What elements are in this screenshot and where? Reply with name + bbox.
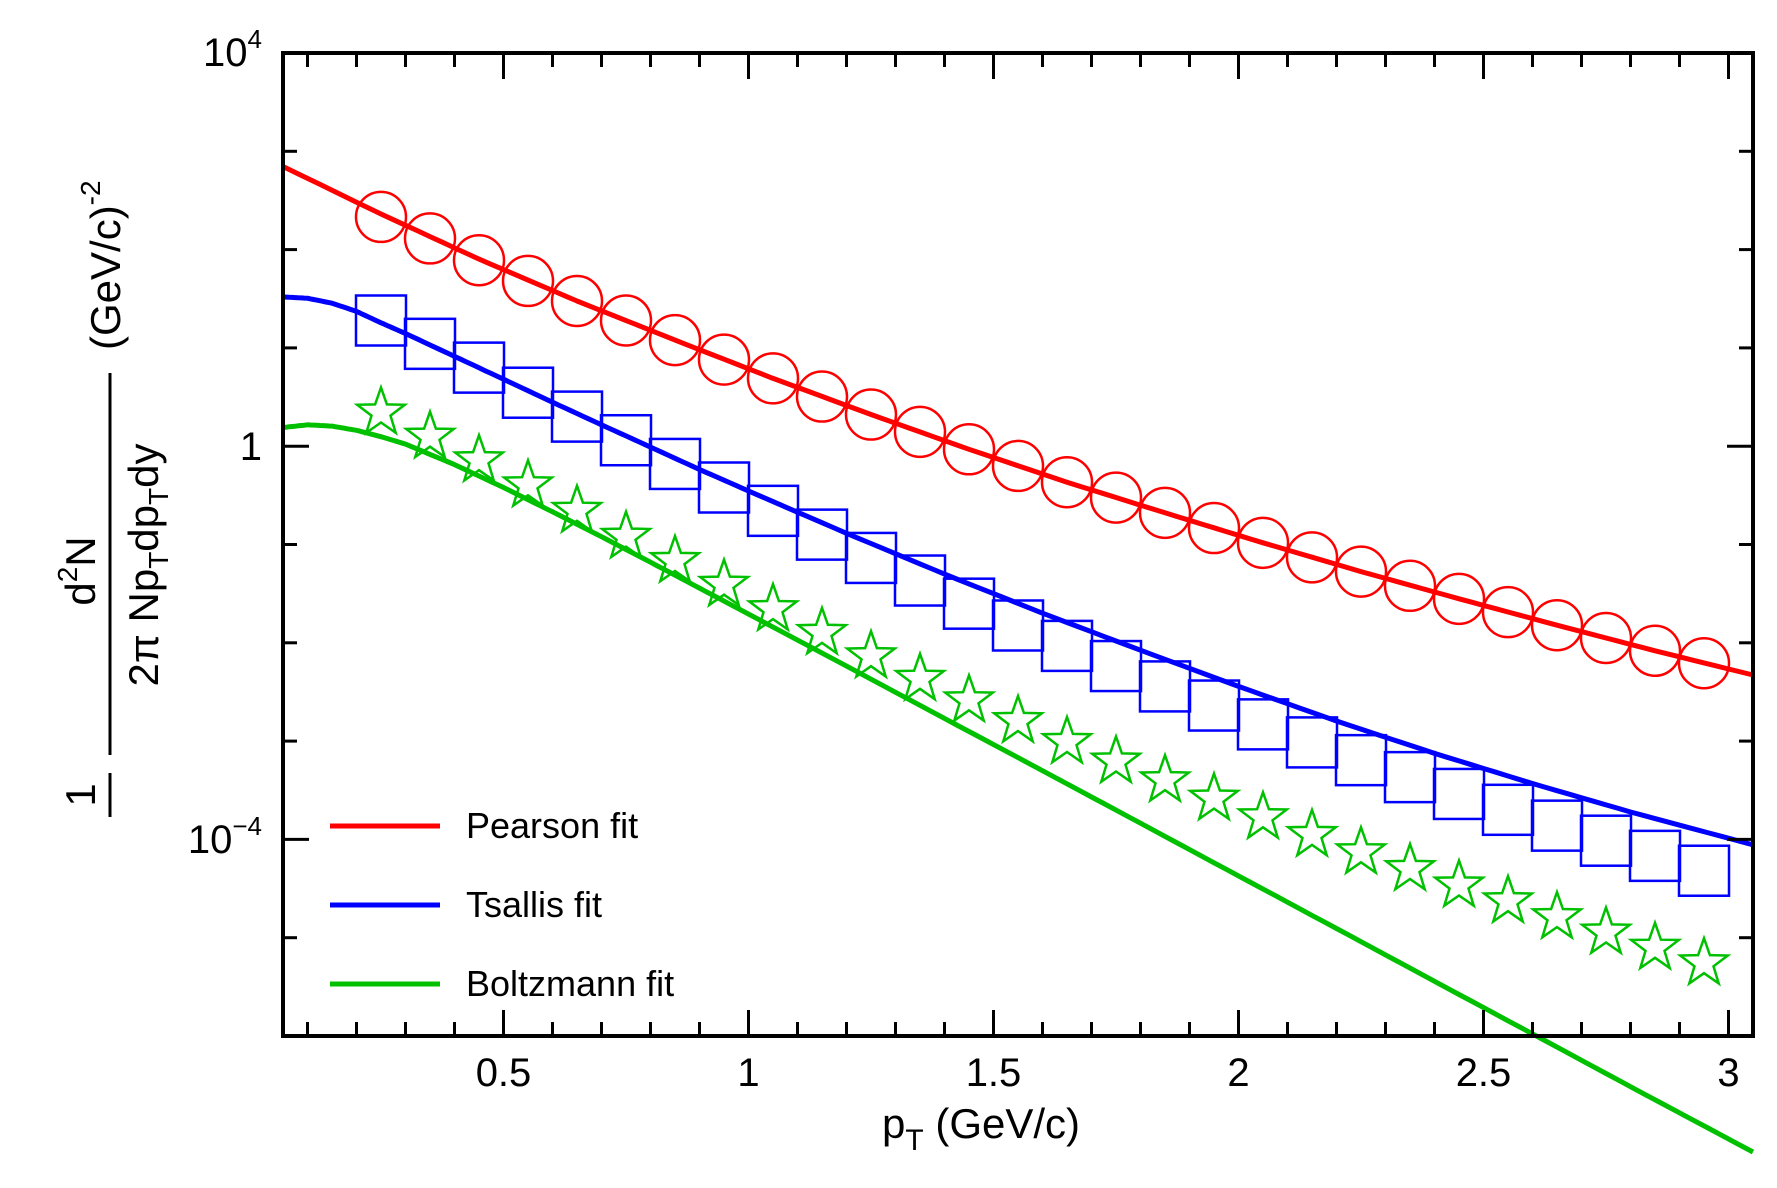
- data-point-circle: [991, 439, 1045, 493]
- data-point-circle: [599, 294, 653, 347]
- data-point-circle: [550, 274, 604, 328]
- data-point-star: [451, 431, 507, 484]
- data-point-star: [1431, 856, 1487, 909]
- data-point-circle: [1285, 531, 1339, 584]
- data-point-star: [794, 604, 850, 657]
- data-point-square: [1334, 733, 1388, 787]
- y-label-units: (GeV/c)-2: [75, 180, 129, 350]
- data-point-star: [696, 555, 752, 608]
- data-point-square: [1187, 679, 1241, 732]
- data-point-circle: [1138, 486, 1192, 540]
- data-point-star: [1529, 888, 1585, 941]
- data-point-square: [1579, 814, 1633, 867]
- x-tick-label: 1.5: [966, 1051, 1022, 1095]
- data-point-square: [599, 413, 653, 467]
- x-tick-labels: 0.5 1 1.5 2 2.5 3: [476, 1051, 1740, 1095]
- data-point-square: [1481, 783, 1535, 837]
- data-point-circle: [1236, 516, 1290, 570]
- data-point-square: [1138, 660, 1192, 713]
- data-point-star: [892, 650, 948, 703]
- data-point-star: [1676, 934, 1732, 987]
- x-tick-label: 2: [1227, 1051, 1249, 1095]
- legend: Pearson fit Tsallis fit Boltzmann fit: [330, 805, 674, 1004]
- data-point-circle: [1677, 636, 1731, 690]
- data-point-star: [598, 507, 654, 560]
- data-point-circle: [1089, 471, 1143, 524]
- data-point-circle: [1628, 624, 1682, 678]
- data-point-star: [549, 482, 605, 535]
- legend-label-pearson: Pearson fit: [466, 805, 638, 846]
- data-point-circle: [648, 313, 702, 367]
- legend-label-boltzmann: Boltzmann fit: [466, 963, 674, 1004]
- y-label-numerator: d2N: [52, 536, 104, 605]
- data-point-square: [844, 531, 898, 585]
- y-tick-label-middle: 1: [240, 425, 262, 469]
- data-point-circle: [452, 233, 506, 287]
- fit-curve-pearson-fit: [281, 164, 1754, 678]
- data-point-circle: [1530, 598, 1584, 652]
- legend-label-tsallis: Tsallis fit: [466, 884, 602, 925]
- data-point-star: [1186, 769, 1242, 822]
- data-point-square: [1383, 750, 1437, 804]
- data-point-circle: [795, 370, 849, 423]
- data-point-circle: [1432, 572, 1486, 626]
- data-point-circle: [697, 333, 751, 386]
- x-tick-label: 0.5: [476, 1051, 532, 1095]
- data-point-star: [353, 383, 409, 436]
- data-point-star: [402, 407, 458, 460]
- data-point-star: [745, 580, 801, 633]
- data-point-circle: [1579, 611, 1633, 665]
- data-point-star: [1333, 823, 1389, 876]
- data-point-circle: [354, 190, 408, 244]
- data-point-star: [1578, 903, 1634, 956]
- fit-curve-boltzmann-fit: [282, 422, 1755, 1155]
- x-tick-label: 3: [1717, 1051, 1739, 1095]
- data-point-circle: [1383, 559, 1437, 613]
- data-point-star: [647, 532, 703, 585]
- data-point-square: [1432, 767, 1486, 821]
- data-point-square: [1530, 799, 1584, 852]
- data-point-circle: [746, 352, 800, 405]
- x-tick-label: 1: [737, 1051, 759, 1095]
- y-label-one: 1: [57, 783, 104, 806]
- y-tick-label-bottom: 10−4: [188, 811, 262, 862]
- y-axis-label: 1 d2N 2π NpTdpTdy (GeV/c)-2: [52, 180, 174, 817]
- data-point-star: [1382, 840, 1438, 893]
- data-point-star: [1480, 872, 1536, 925]
- y-label-denominator: 2π NpTdpTdy: [120, 444, 174, 687]
- data-point-star: [500, 456, 556, 509]
- x-axis-label: pT (GeV/c): [882, 1100, 1080, 1157]
- data-point-square: [1285, 716, 1339, 769]
- data-point-square: [1236, 698, 1290, 751]
- data-point-star: [941, 671, 997, 724]
- data-point-circle: [1187, 501, 1241, 555]
- data-point-square: [1677, 844, 1731, 897]
- data-point-circle: [1040, 455, 1094, 509]
- data-point-circle: [403, 212, 457, 265]
- data-point-star: [1235, 788, 1291, 841]
- data-point-circle: [1481, 585, 1535, 639]
- y-tick-label-top: 104: [203, 24, 262, 75]
- data-point-circle: [1334, 545, 1388, 598]
- data-point-star: [1627, 919, 1683, 972]
- data-markers: [353, 190, 1732, 987]
- data-point-circle: [942, 423, 996, 476]
- data-point-circle: [501, 254, 555, 308]
- data-point-square: [550, 390, 604, 443]
- data-point-star: [1284, 806, 1340, 859]
- plot-frame: [281, 51, 1755, 1038]
- data-point-star: [843, 627, 899, 680]
- data-point-square: [1628, 829, 1682, 883]
- fit-curves: [281, 164, 1755, 1155]
- data-point-star: [1088, 732, 1144, 785]
- data-point-circle: [844, 388, 898, 441]
- data-point-star: [1039, 713, 1095, 766]
- x-tick-label: 2.5: [1456, 1051, 1512, 1095]
- data-point-circle: [893, 405, 947, 459]
- data-point-star: [1137, 751, 1193, 804]
- data-point-star: [990, 692, 1046, 745]
